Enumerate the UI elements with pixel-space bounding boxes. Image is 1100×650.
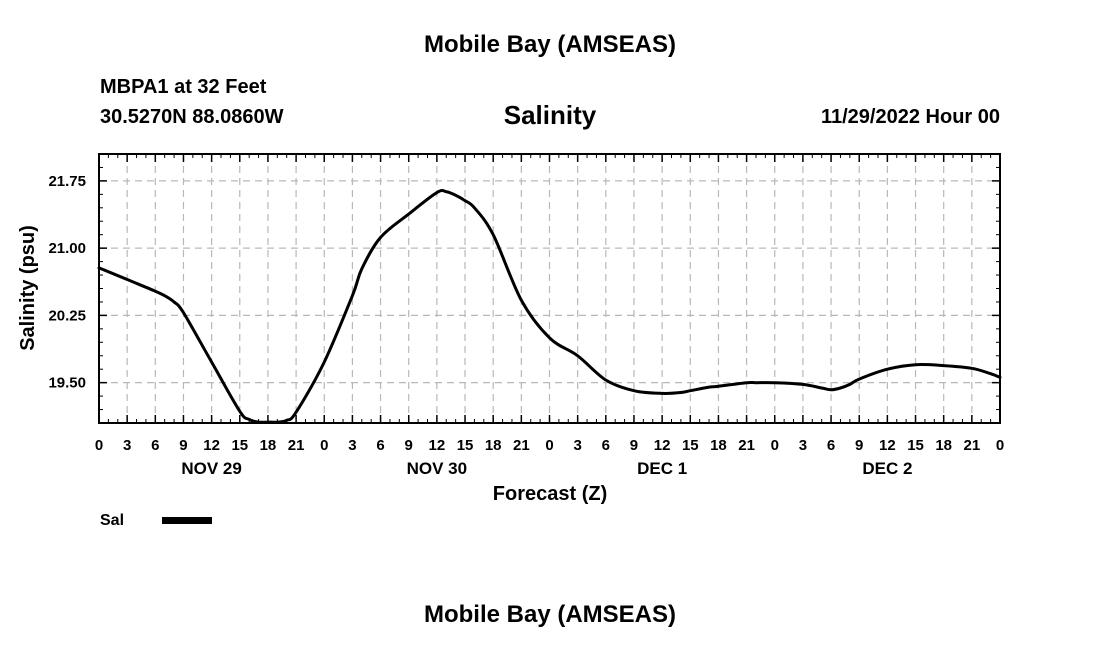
chart-title: Salinity <box>503 100 597 130</box>
x-tick-label: 9 <box>630 437 638 454</box>
x-tick-label: 0 <box>771 437 779 454</box>
x-tick-label: 3 <box>123 437 131 454</box>
x-tick-label: 6 <box>376 437 384 454</box>
x-tick-label: 15 <box>231 437 248 454</box>
y-axis-label: Salinity (psu) <box>17 225 39 351</box>
x-axis-label: Forecast (Z) <box>493 483 607 505</box>
legend-swatch-sal <box>162 517 212 524</box>
station-label: MBPA1 at 32 Feet <box>100 76 267 98</box>
day-labels: NOV 29 NOV 30 DEC 1 DEC 2 <box>181 459 912 478</box>
x-tick-label: 9 <box>855 437 863 454</box>
x-tick-label: 9 <box>405 437 413 454</box>
x-tick-label: 18 <box>260 437 277 454</box>
x-tick-label: 3 <box>799 437 807 454</box>
y-tick-label: 19.50 <box>48 375 86 392</box>
plot-frame <box>98 153 1001 424</box>
x-tick-label: 6 <box>602 437 610 454</box>
series-line-sal <box>97 189 1002 424</box>
x-tick-label: 0 <box>545 437 553 454</box>
page-title: Mobile Bay (AMSEAS) <box>423 31 677 58</box>
x-tick-label: 6 <box>151 437 159 454</box>
y-tick-label: 20.25 <box>48 307 86 324</box>
legend-label-sal: Sal <box>100 512 124 529</box>
day-label: DEC 1 <box>637 459 687 478</box>
x-tick-label: 21 <box>288 437 305 454</box>
x-tick-label: 3 <box>348 437 356 454</box>
x-tick-label: 15 <box>907 437 924 454</box>
x-tick-label: 12 <box>203 437 220 454</box>
x-tick-label: 15 <box>457 437 474 454</box>
x-tick-label: 18 <box>710 437 727 454</box>
y-tick-labels: 19.50 20.25 21.00 21.75 <box>48 173 86 392</box>
forecast-run-time: 11/29/2022 Hour 00 <box>820 106 1000 128</box>
x-tick-label: 15 <box>682 437 699 454</box>
legend: Sal <box>100 512 212 529</box>
x-tick-label: 0 <box>996 437 1004 454</box>
x-tick-label: 21 <box>964 437 981 454</box>
x-tick-label: 12 <box>654 437 671 454</box>
x-tick-label: 18 <box>485 437 502 454</box>
y-tick-label: 21.75 <box>48 173 86 190</box>
x-tick-label: 0 <box>95 437 103 454</box>
grid-lines <box>99 154 1000 423</box>
x-tick-label: 9 <box>179 437 187 454</box>
x-tick-label: 21 <box>738 437 755 454</box>
x-tick-label: 21 <box>513 437 530 454</box>
footer-title: Mobile Bay (AMSEAS) <box>423 601 677 628</box>
day-label: NOV 29 <box>181 459 241 478</box>
day-label: DEC 2 <box>862 459 912 478</box>
x-tick-label: 18 <box>935 437 952 454</box>
day-label: NOV 30 <box>407 459 467 478</box>
x-tick-label: 6 <box>827 437 835 454</box>
y-tick-label: 21.00 <box>48 240 86 257</box>
x-tick-label: 12 <box>879 437 896 454</box>
x-tick-labels: 0 3 6 9 12 15 18 21 0 3 6 9 12 15 18 21 0 3 6 9 12 15 18 21 0 3 6 9… <box>95 437 1004 454</box>
x-tick-label: 0 <box>320 437 328 454</box>
station-coordinates: 30.5270N 88.0860W <box>100 106 284 128</box>
x-tick-label: 12 <box>429 437 446 454</box>
x-tick-label: 3 <box>573 437 581 454</box>
